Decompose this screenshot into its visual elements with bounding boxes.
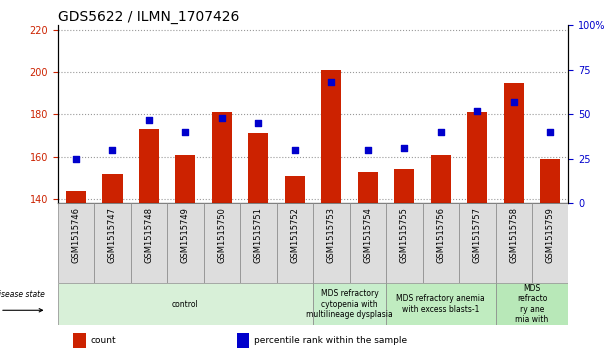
- Text: percentile rank within the sample: percentile rank within the sample: [254, 336, 407, 345]
- Text: GDS5622 / ILMN_1707426: GDS5622 / ILMN_1707426: [58, 11, 239, 24]
- Text: GSM1515752: GSM1515752: [291, 207, 299, 263]
- Text: GSM1515750: GSM1515750: [218, 207, 226, 263]
- Text: MDS
refracto
ry ane
mia with: MDS refracto ry ane mia with: [516, 284, 548, 324]
- Text: GSM1515751: GSM1515751: [254, 207, 263, 263]
- FancyBboxPatch shape: [94, 203, 131, 283]
- Text: MDS refractory
cytopenia with
multilineage dysplasia: MDS refractory cytopenia with multilinea…: [306, 289, 393, 319]
- FancyBboxPatch shape: [240, 203, 277, 283]
- Bar: [66, 191, 86, 203]
- Bar: [467, 112, 487, 203]
- Text: GSM1515758: GSM1515758: [510, 207, 518, 263]
- FancyBboxPatch shape: [386, 283, 496, 325]
- Point: [217, 115, 227, 121]
- Text: count: count: [91, 336, 117, 345]
- FancyBboxPatch shape: [386, 203, 423, 283]
- Point: [108, 147, 117, 153]
- Point: [545, 129, 555, 135]
- Point: [254, 121, 263, 126]
- Text: GSM1515754: GSM1515754: [364, 207, 372, 263]
- Bar: [73, 333, 86, 348]
- Bar: [212, 112, 232, 203]
- Bar: [248, 133, 268, 203]
- FancyBboxPatch shape: [131, 203, 167, 283]
- Bar: [321, 70, 341, 203]
- Bar: [285, 176, 305, 203]
- Bar: [139, 129, 159, 203]
- Point: [436, 129, 446, 135]
- Point: [326, 79, 336, 85]
- Text: GSM1515747: GSM1515747: [108, 207, 117, 263]
- FancyBboxPatch shape: [58, 283, 313, 325]
- Bar: [540, 159, 561, 203]
- Text: GSM1515756: GSM1515756: [437, 207, 445, 263]
- FancyBboxPatch shape: [350, 203, 386, 283]
- Bar: [358, 172, 378, 203]
- FancyBboxPatch shape: [459, 203, 496, 283]
- Text: GSM1515746: GSM1515746: [72, 207, 80, 263]
- Text: MDS refractory anemia
with excess blasts-1: MDS refractory anemia with excess blasts…: [396, 294, 485, 314]
- Text: GSM1515759: GSM1515759: [546, 207, 554, 263]
- Text: control: control: [172, 299, 199, 309]
- Point: [363, 147, 373, 153]
- Bar: [430, 155, 451, 203]
- FancyBboxPatch shape: [277, 203, 313, 283]
- FancyBboxPatch shape: [167, 203, 204, 283]
- Text: GSM1515748: GSM1515748: [145, 207, 153, 263]
- Bar: [503, 82, 524, 203]
- Point: [71, 156, 81, 162]
- Text: GSM1515753: GSM1515753: [327, 207, 336, 263]
- FancyBboxPatch shape: [58, 203, 94, 283]
- Text: GSM1515749: GSM1515749: [181, 207, 190, 263]
- Point: [472, 108, 482, 114]
- FancyBboxPatch shape: [204, 203, 240, 283]
- Bar: [102, 174, 122, 203]
- Bar: [175, 155, 195, 203]
- FancyBboxPatch shape: [496, 203, 532, 283]
- Point: [144, 117, 154, 123]
- Point: [509, 99, 519, 105]
- Bar: [237, 333, 249, 348]
- FancyBboxPatch shape: [313, 203, 350, 283]
- FancyBboxPatch shape: [423, 203, 459, 283]
- Text: disease state: disease state: [0, 290, 44, 299]
- Point: [290, 147, 300, 153]
- Point: [399, 145, 409, 151]
- Text: GSM1515755: GSM1515755: [400, 207, 409, 263]
- FancyBboxPatch shape: [532, 203, 568, 283]
- Text: GSM1515757: GSM1515757: [473, 207, 482, 263]
- FancyBboxPatch shape: [313, 283, 386, 325]
- Bar: [394, 170, 414, 203]
- Point: [181, 129, 190, 135]
- FancyBboxPatch shape: [496, 283, 568, 325]
